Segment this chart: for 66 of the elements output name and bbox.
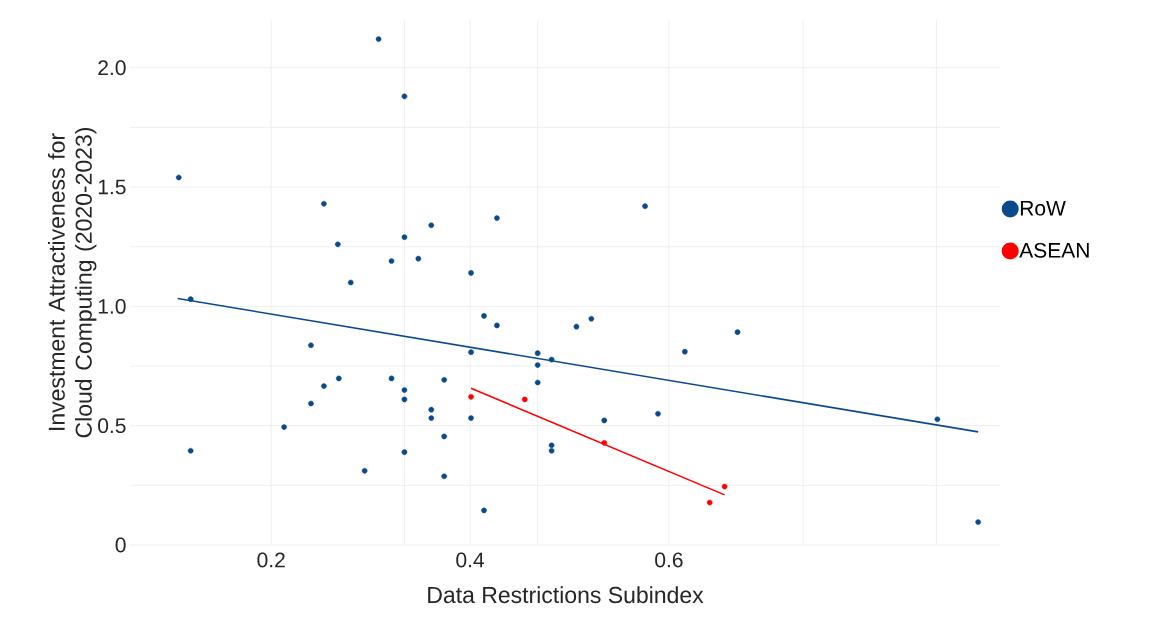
- point: [642, 203, 648, 209]
- point: [655, 410, 661, 417]
- x-axis-title: Data Restrictions Subindex: [428, 586, 704, 604]
- point: [187, 296, 194, 303]
- point: [481, 313, 487, 319]
- point: [534, 350, 541, 356]
- point: [187, 447, 194, 454]
- y-tick-label: 0.5: [98, 418, 126, 434]
- point: [494, 322, 500, 329]
- y-tick-label: 2.0: [98, 60, 126, 76]
- point: [335, 241, 341, 248]
- point: [588, 315, 595, 322]
- point: [361, 467, 368, 474]
- x-tick-label: 0.6: [655, 552, 683, 568]
- point: [934, 416, 941, 423]
- point: [534, 362, 541, 368]
- point: [601, 417, 608, 424]
- y-tick-label: 1.5: [98, 179, 126, 195]
- point: [481, 507, 487, 514]
- legend-label: RoW: [1020, 200, 1066, 216]
- point: [734, 329, 741, 335]
- point: [468, 270, 474, 276]
- point: [347, 279, 354, 286]
- y-axis-title: Investment Attractiveness for Cloud Computing (2020-2023): [47, 128, 97, 438]
- point: [975, 519, 981, 525]
- y-tick-label: 1.0: [98, 298, 126, 314]
- point: [441, 473, 447, 480]
- legend-label: ASEAN: [1019, 242, 1089, 258]
- point: [721, 483, 728, 490]
- point: [521, 396, 528, 403]
- y-tick-label: 0: [115, 537, 126, 553]
- point: [401, 396, 408, 403]
- x-tick-label: 0.4: [456, 552, 485, 568]
- point: [441, 377, 447, 383]
- point: [401, 93, 408, 100]
- point: [401, 387, 408, 393]
- point: [401, 234, 408, 240]
- point: [573, 323, 580, 330]
- point: [375, 36, 382, 42]
- point: [428, 222, 435, 229]
- point: [468, 394, 474, 400]
- point: [428, 415, 435, 421]
- point: [388, 258, 395, 264]
- point: [321, 200, 327, 207]
- point: [468, 349, 474, 355]
- x-tick-label: 0.2: [257, 552, 285, 568]
- point: [428, 406, 435, 413]
- point: [682, 348, 688, 355]
- point: [494, 215, 500, 221]
- point: [321, 383, 327, 389]
- point: [281, 424, 287, 430]
- point: [468, 415, 474, 421]
- point: [308, 342, 314, 349]
- point: [548, 356, 555, 363]
- point: [401, 449, 408, 455]
- point: [175, 174, 182, 181]
- point: [308, 400, 314, 407]
- point: [548, 442, 555, 449]
- point: [415, 255, 422, 262]
- point: [601, 440, 608, 446]
- point: [336, 375, 342, 382]
- point: [706, 499, 713, 506]
- point: [441, 433, 447, 440]
- point: [534, 379, 541, 386]
- point: [388, 375, 395, 382]
- point: [548, 447, 555, 454]
